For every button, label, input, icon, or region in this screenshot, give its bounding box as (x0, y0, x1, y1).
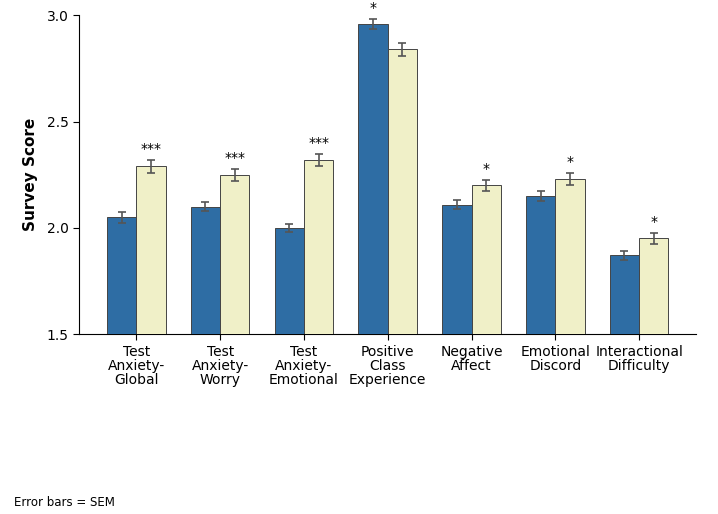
Text: ***: *** (141, 142, 162, 156)
Text: Error bars = SEM: Error bars = SEM (14, 496, 115, 509)
Bar (526, 196, 555, 514)
Text: *: * (567, 155, 574, 169)
Bar (610, 255, 639, 514)
Text: ***: *** (308, 136, 329, 150)
Y-axis label: Survey Score: Survey Score (23, 118, 38, 231)
Bar (358, 24, 388, 514)
Text: *: * (651, 215, 657, 229)
Bar (220, 175, 249, 514)
Text: ***: *** (224, 151, 246, 165)
Bar (136, 166, 166, 514)
Bar (639, 238, 668, 514)
Bar (191, 207, 220, 514)
Text: *: * (482, 162, 490, 176)
Bar (442, 205, 472, 514)
Bar (107, 217, 136, 514)
Bar (472, 186, 501, 514)
Text: *: * (370, 2, 376, 15)
Bar (555, 179, 584, 514)
Bar (304, 160, 333, 514)
Bar (388, 49, 417, 514)
Bar (274, 228, 304, 514)
